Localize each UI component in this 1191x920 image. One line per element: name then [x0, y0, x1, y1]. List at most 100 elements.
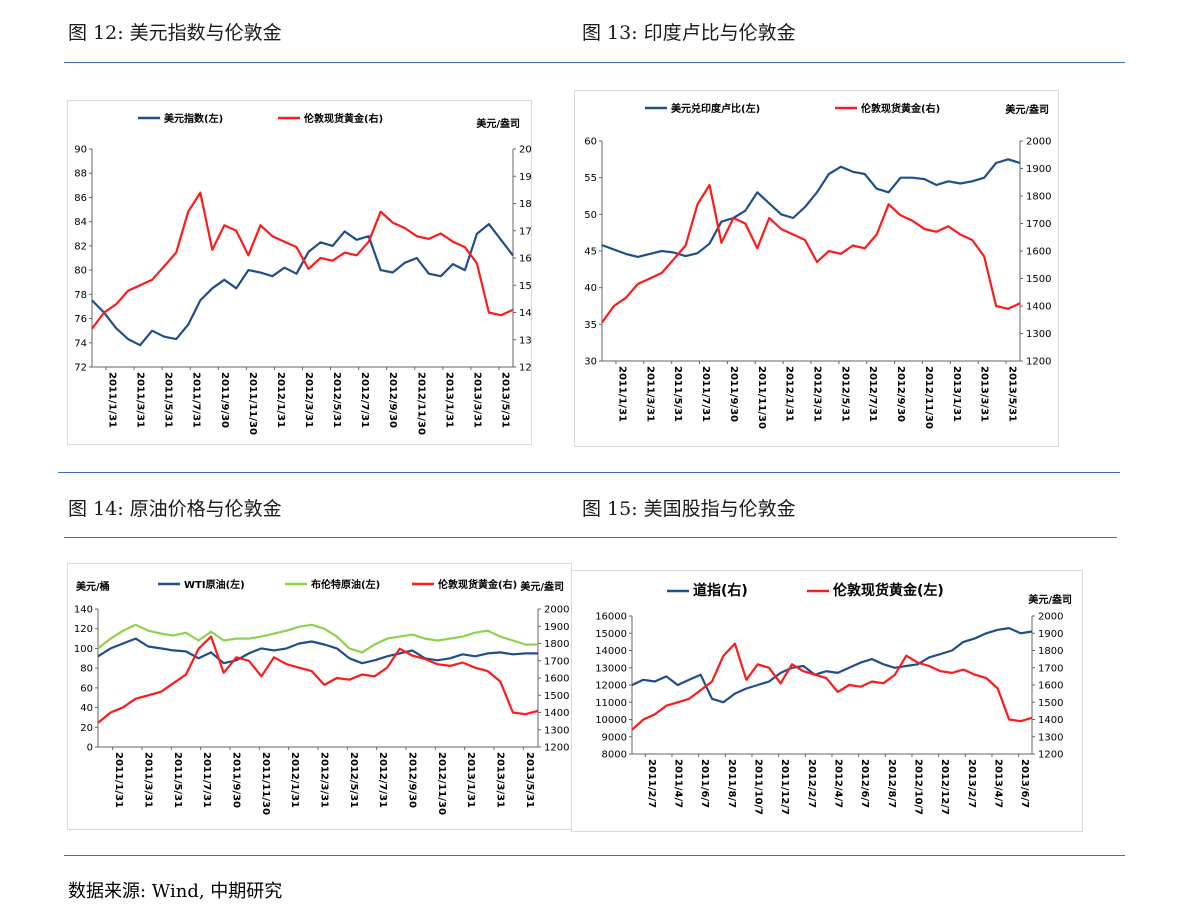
divider-middle-2 — [64, 537, 1117, 538]
y-left-tick-label: 80 — [74, 266, 87, 277]
y-right-tick-label: 1700 — [1038, 663, 1063, 674]
y-left-tick-label: 90 — [74, 145, 87, 156]
y-left-tick-label: 60 — [584, 137, 597, 148]
y-left-tick-label: 120 — [74, 624, 93, 635]
x-tick-label: 2011/5/31 — [672, 366, 683, 422]
x-tick-label: 2011/3/31 — [135, 372, 146, 428]
y-right-tick-label: 1200 — [519, 363, 531, 374]
y-right-tick-label: 1300 — [544, 725, 569, 736]
x-tick-label: 2011/3/31 — [644, 366, 655, 422]
y-right-tick-label: 1200 — [1026, 357, 1051, 368]
y-right-tick-label: 2000 — [1026, 137, 1051, 148]
x-tick-label: 2012/7/31 — [359, 372, 370, 428]
legend-label-1: 美元兑印度卢比(左) — [671, 102, 760, 115]
chart-dow-vs-gold: 8000 9000 10000 11000 12000 13000 14000 15000 16… — [571, 570, 1083, 832]
x-tick-label: 2012/1/31 — [275, 372, 286, 428]
x-tick-label: 2013/5/31 — [499, 372, 510, 428]
y-right-tick-label: 1900 — [519, 172, 531, 183]
y-right-tick-label: 1400 — [1026, 302, 1051, 313]
x-tick-label: 2011/1/31 — [113, 752, 124, 808]
x-tick-label: 2012/11/30 — [436, 752, 447, 815]
y-left-tick-label: 40 — [80, 703, 93, 714]
x-tick-label: 2011/1/31 — [107, 372, 118, 428]
y-left-tick-label: 0 — [87, 743, 93, 754]
x-tick-label: 2011/9/30 — [231, 752, 242, 808]
x-tick-label: 2012/5/31 — [839, 366, 850, 422]
y-right-tick-label: 1800 — [1038, 646, 1063, 657]
x-tick-label: 2012/10/7 — [913, 759, 924, 815]
y-left-tick-label: 15000 — [595, 629, 627, 640]
x-tick-label: 2011/7/31 — [700, 366, 711, 422]
x-tick-label: 2011/5/31 — [163, 372, 174, 428]
chart-inr-vs-gold: 30 35 40 45 50 55 60 1200 1300 1400 1500 1600 1700 18… — [574, 90, 1059, 447]
y-right-tick-label: 2000 — [519, 145, 531, 156]
fig13-title: 图 13: 印度卢比与伦敦金 — [582, 22, 796, 44]
x-tick-label: 2011/7/31 — [191, 372, 202, 428]
y-left-tick-label: 140 — [74, 605, 93, 616]
y-left-tick-label: 74 — [74, 338, 87, 349]
y-right-tick-label: 1300 — [1038, 732, 1063, 743]
series-line-1 — [631, 626, 1033, 704]
left-axis-unit: 美元/桶 — [76, 580, 110, 593]
x-tick-label: 2012/7/31 — [377, 752, 388, 808]
divider-top — [64, 62, 1125, 63]
legend-label-2: 伦敦现货黄金(右) — [861, 102, 940, 115]
y-left-tick-label: 80 — [80, 664, 93, 675]
y-right-tick-label: 2000 — [544, 605, 569, 616]
y-left-tick-label: 88 — [74, 169, 87, 180]
chart-crude-vs-gold-svg: 0 20 40 60 80 100 120 140 1200 1300 1400 1500 1600 17… — [74, 578, 570, 815]
chart-usd-index-vs-gold: 72 74 76 78 80 82 84 86 88 90 1200 1300 1400 1500 1600… — [67, 100, 532, 445]
x-tick-label: 2011/2/7 — [646, 759, 657, 808]
x-tick-label: 2012/11/30 — [923, 366, 934, 429]
x-tick-label: 2013/3/31 — [979, 366, 990, 422]
x-tick-label: 2013/3/31 — [495, 752, 506, 808]
y-left-tick-label: 16000 — [595, 612, 627, 623]
y-left-tick-label: 76 — [74, 314, 87, 325]
y-right-tick-label: 1500 — [544, 691, 569, 702]
fig12-title: 图 12: 美元指数与伦敦金 — [68, 22, 282, 44]
y-right-tick-label: 1600 — [519, 254, 531, 265]
y-left-tick-label: 13000 — [595, 663, 627, 674]
y-right-tick-label: 1900 — [1026, 164, 1051, 175]
y-right-tick-label: 1500 — [1038, 698, 1063, 709]
legend-label-1: 道指(右) — [693, 582, 748, 599]
series-line-2 — [91, 191, 514, 330]
divider-middle — [58, 472, 1120, 473]
y-right-tick-label: 1300 — [519, 335, 531, 346]
x-tick-label: 2011/7/31 — [201, 752, 212, 808]
legend-label-1: WTI原油(左) — [184, 578, 245, 591]
y-right-tick-label: 1300 — [1026, 329, 1051, 340]
y-left-tick-label: 60 — [80, 683, 93, 694]
series-line-1 — [91, 222, 514, 347]
y-left-tick-label: 72 — [74, 363, 87, 374]
x-tick-label: 2011/10/7 — [753, 759, 764, 815]
right-axis-unit: 美元/盎司 — [1028, 593, 1072, 606]
y-right-tick-label: 1500 — [519, 281, 531, 292]
x-tick-label: 2012/4/7 — [833, 759, 844, 808]
x-tick-label: 2013/1/31 — [951, 366, 962, 422]
y-left-tick-label: 78 — [74, 290, 87, 301]
y-left-tick-label: 30 — [584, 357, 597, 368]
x-tick-label: 2011/1/31 — [616, 366, 627, 422]
y-right-tick-label: 1800 — [1026, 192, 1051, 203]
x-tick-label: 2012/8/7 — [886, 759, 897, 808]
y-left-tick-label: 86 — [74, 193, 87, 204]
x-tick-label: 2012/3/31 — [303, 372, 314, 428]
y-left-tick-label: 82 — [74, 241, 87, 252]
y-left-tick-label: 12000 — [595, 681, 627, 692]
y-right-tick-label: 1200 — [544, 743, 569, 754]
y-left-tick-label: 40 — [584, 283, 597, 294]
x-tick-label: 2012/5/31 — [331, 372, 342, 428]
y-right-tick-label: 1400 — [1038, 715, 1063, 726]
x-tick-label: 2013/5/31 — [524, 752, 535, 808]
chart-dow-vs-gold-svg: 8000 9000 10000 11000 12000 13000 14000 15000 16… — [595, 582, 1072, 815]
y-right-tick-label: 1800 — [519, 199, 531, 210]
x-tick-label: 2011/9/30 — [219, 372, 230, 428]
x-tick-label: 2011/12/7 — [779, 759, 790, 815]
x-tick-label: 2012/2/7 — [806, 759, 817, 808]
y-right-tick-label: 1900 — [1038, 629, 1063, 640]
x-tick-label: 2013/3/31 — [471, 372, 482, 428]
series-line-2 — [97, 623, 538, 654]
legend-label-3: 伦敦现货黄金(右) — [438, 578, 517, 591]
x-tick-label: 2012/1/31 — [289, 752, 300, 808]
